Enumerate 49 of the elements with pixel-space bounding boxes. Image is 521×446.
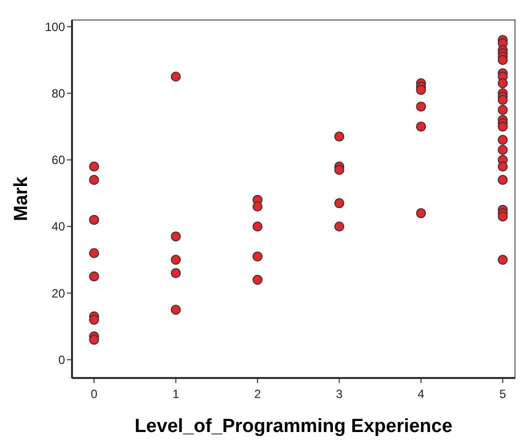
y-axis-title: Mark <box>11 176 32 222</box>
point <box>89 334 100 345</box>
point <box>416 122 426 132</box>
point <box>170 254 181 265</box>
y-tick-label: 40 <box>52 220 66 234</box>
point <box>498 254 508 265</box>
point <box>416 208 426 218</box>
point <box>89 162 100 172</box>
point <box>252 251 263 262</box>
point <box>89 248 100 258</box>
point <box>334 164 344 175</box>
point <box>498 211 508 222</box>
point <box>334 198 344 208</box>
point <box>170 72 181 82</box>
x-tick-label: 0 <box>90 387 98 401</box>
point <box>416 102 426 112</box>
x-tick-label: 4 <box>418 387 425 401</box>
x-axis-title: Level_of_Programming Experience <box>134 416 452 437</box>
point <box>498 54 508 65</box>
point <box>252 201 263 212</box>
point <box>498 104 508 115</box>
x-tick-label: 3 <box>336 387 343 401</box>
point <box>252 274 263 285</box>
point <box>498 162 508 172</box>
point <box>498 174 508 185</box>
point <box>89 214 100 225</box>
point <box>334 132 344 142</box>
y-tick-label: 60 <box>52 153 66 168</box>
y-tick-label: 100 <box>44 20 66 34</box>
x-tick-label: 1 <box>172 387 180 401</box>
point <box>89 271 100 282</box>
point <box>498 122 508 132</box>
point <box>498 78 508 88</box>
point <box>416 84 426 95</box>
point <box>498 144 508 155</box>
point <box>498 134 508 145</box>
point <box>252 221 263 232</box>
point <box>170 304 181 315</box>
point <box>334 221 344 232</box>
point <box>498 94 508 105</box>
y-tick-label: 0 <box>58 352 66 367</box>
point <box>170 268 181 278</box>
point <box>89 174 100 185</box>
y-tick-label: 20 <box>52 286 66 300</box>
x-tick-label: 2 <box>254 387 262 401</box>
point <box>170 231 181 242</box>
y-tick-label: 80 <box>52 86 66 100</box>
x-tick-label: 5 <box>499 387 506 401</box>
point <box>89 314 100 325</box>
